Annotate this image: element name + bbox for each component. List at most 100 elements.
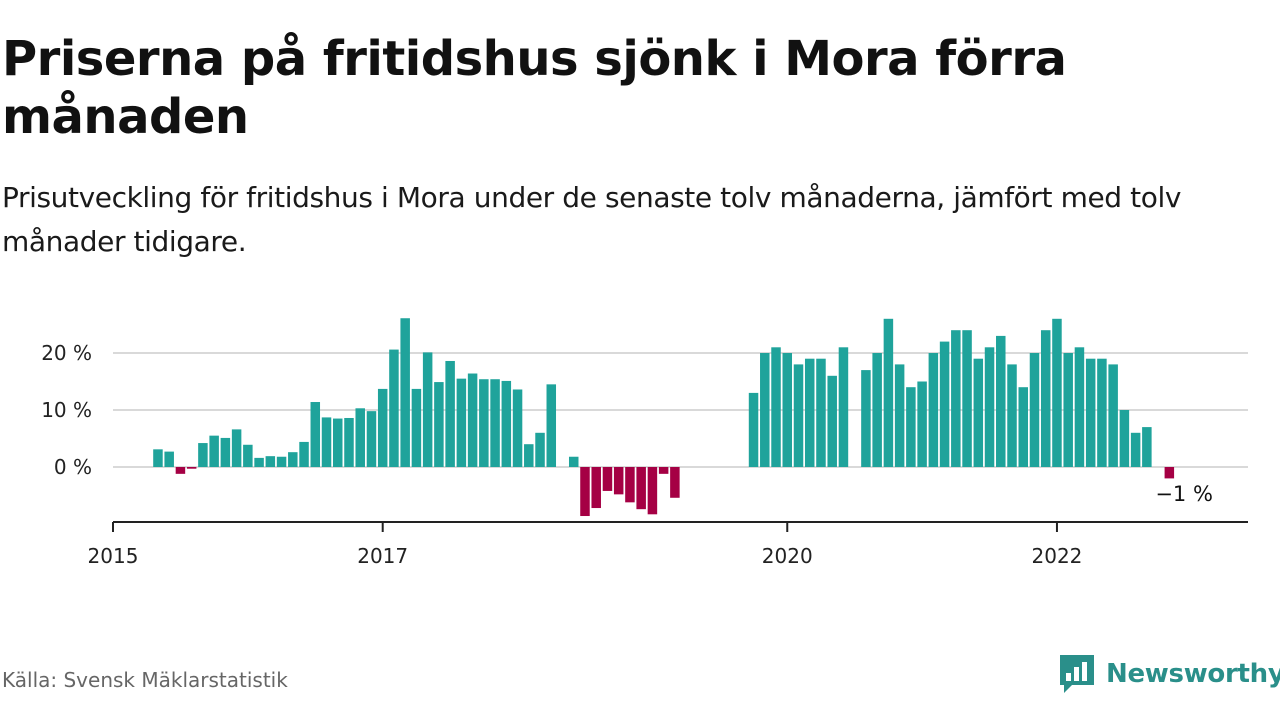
bar — [658, 467, 669, 474]
bar — [973, 358, 984, 467]
bar — [1164, 467, 1175, 479]
bar — [771, 347, 781, 467]
chart-subtitle: Prisutveckling för fritidshus i Mora und… — [2, 181, 1182, 258]
bar — [580, 467, 590, 517]
bar — [793, 364, 804, 467]
bar — [265, 456, 276, 467]
bar — [883, 318, 894, 467]
bar — [321, 417, 332, 467]
bar — [231, 429, 242, 467]
bar — [164, 451, 174, 467]
bar — [400, 318, 410, 467]
bar — [996, 335, 1006, 467]
bar — [546, 384, 557, 467]
bar — [389, 349, 399, 467]
bar — [647, 467, 658, 515]
brand-logo: Newsworthy — [1058, 652, 1280, 696]
bar — [456, 378, 467, 467]
bar — [1130, 432, 1141, 467]
x-axis — [112, 521, 1248, 532]
bar — [1119, 410, 1130, 467]
x-axis-tick-labels: 2015 2017 2020 2022 — [88, 544, 1083, 568]
bar — [613, 467, 624, 495]
bar — [894, 364, 905, 467]
bar — [175, 467, 186, 474]
bar — [467, 373, 478, 467]
bar — [625, 467, 635, 503]
bar — [670, 467, 680, 498]
bar — [344, 417, 354, 467]
bar — [310, 402, 321, 467]
bar — [1018, 387, 1028, 467]
bar — [254, 457, 264, 467]
bar — [928, 353, 939, 467]
bar — [377, 388, 388, 467]
bar — [917, 381, 927, 467]
bar — [816, 358, 826, 467]
bar — [411, 388, 422, 467]
bar — [434, 382, 444, 467]
annotations: −1 % — [1155, 482, 1213, 506]
bar — [333, 418, 343, 467]
bar — [760, 353, 770, 467]
bar — [366, 411, 377, 467]
bar — [782, 353, 793, 467]
bar — [1097, 358, 1107, 467]
bar — [512, 389, 523, 467]
y-tick-label: 0 % — [54, 455, 92, 479]
bar — [984, 347, 995, 467]
bar — [288, 452, 298, 467]
bar — [1063, 353, 1073, 467]
bar — [951, 330, 961, 467]
bar — [1085, 358, 1096, 467]
bar — [1052, 318, 1062, 467]
bar — [1029, 353, 1040, 467]
last-value-label: −1 % — [1155, 482, 1213, 506]
bar — [1040, 330, 1051, 467]
bar — [198, 443, 208, 467]
bar — [501, 380, 512, 467]
chat-bubble-bar-chart-icon — [1060, 655, 1094, 693]
bar — [243, 444, 253, 467]
chart-title: Priserna på fritidshus sjönk i Mora förr… — [2, 31, 1067, 145]
price-change-bar-chart: 0 % 10 % 20 % 2015 2017 2020 2022 −1 % — [41, 318, 1248, 568]
bar — [186, 467, 197, 469]
x-tick-label: 2022 — [1032, 544, 1083, 568]
y-tick-label: 20 % — [41, 341, 92, 365]
y-axis-tick-labels: 0 % 10 % 20 % — [41, 341, 92, 479]
bar — [838, 347, 849, 467]
bar — [1074, 347, 1085, 467]
bar — [962, 330, 972, 467]
bar — [1108, 364, 1118, 467]
bar — [1007, 364, 1017, 467]
bar — [153, 449, 163, 467]
bar — [209, 435, 219, 467]
bar — [422, 352, 433, 467]
bar — [861, 370, 871, 467]
bar — [568, 456, 579, 467]
bars — [153, 318, 1175, 517]
bar — [804, 358, 815, 467]
bar — [479, 379, 489, 467]
bar — [490, 379, 500, 467]
bar — [636, 467, 646, 510]
bar — [220, 437, 231, 467]
bar — [524, 444, 534, 467]
bar — [1142, 427, 1152, 467]
bar — [276, 456, 287, 467]
bar — [872, 353, 882, 467]
x-tick-label: 2017 — [357, 544, 408, 568]
bar — [906, 387, 916, 467]
bar — [445, 360, 455, 467]
y-tick-label: 10 % — [41, 398, 92, 422]
bar — [591, 467, 601, 509]
x-tick-label: 2020 — [762, 544, 813, 568]
source-note: Källa: Svensk Mäklarstatistik — [2, 668, 288, 692]
x-tick-label: 2015 — [88, 544, 139, 568]
bar — [602, 467, 613, 491]
bar — [827, 375, 837, 467]
bar — [939, 341, 950, 467]
bar — [355, 408, 365, 467]
bar — [299, 441, 309, 467]
bar — [748, 392, 759, 467]
